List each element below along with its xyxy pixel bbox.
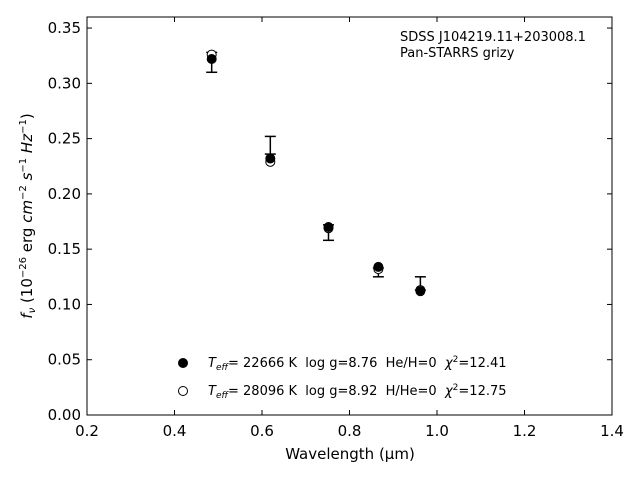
legend-marker-open (178, 386, 188, 396)
observed-point (264, 135, 276, 155)
x-tick-label: 0.6 (250, 422, 274, 440)
legend-entry-2: Teff= 28096 K log g=8.92 H/He=0 χ2=12.75 (208, 383, 507, 401)
x-tick-label: 0.2 (75, 422, 99, 440)
legend: Teff= 22666 K log g=8.76 He/H=0 χ2=12.41… (178, 355, 507, 401)
filled-model-point (206, 54, 217, 65)
x-tick-label: 0.4 (163, 422, 187, 440)
annotation-survey: Pan-STARRS grizy (400, 46, 515, 61)
axis-ticks: 0.2 0.4 0.6 0.8 1.0 1.2 1.4 0.00 0.05 0.10 0.15 0.2… (48, 17, 624, 440)
filled-model-point (265, 153, 276, 164)
y-tick-label: 0.05 (48, 351, 81, 369)
y-tick-label: 0.25 (48, 130, 81, 148)
observed-errorbars (206, 51, 426, 291)
filled-model-point (373, 261, 384, 272)
legend-entry-1: Teff= 22666 K log g=8.76 He/H=0 χ2=12.41 (208, 355, 507, 373)
model-points (206, 49, 426, 297)
filled-model-point (323, 222, 334, 233)
filled-model-point (415, 286, 426, 297)
annotation-object-name: SDSS J104219.11+203008.1 (400, 30, 586, 45)
y-tick-label: 0.35 (48, 19, 81, 37)
x-axis-label: Wavelength (μm) (285, 445, 415, 463)
x-tick-label: 0.8 (338, 422, 362, 440)
y-axis-label: fν (10−26 erg cm−2 s−1 Hz−1) (18, 113, 38, 318)
y-tick-label: 0.30 (48, 74, 81, 92)
x-tick-label: 1.0 (425, 422, 449, 440)
y-tick-label: 0.20 (48, 185, 81, 203)
y-tick-label: 0.10 (48, 295, 81, 313)
legend-marker-filled (178, 358, 188, 368)
y-tick-label: 0.00 (48, 406, 81, 424)
x-tick-label: 1.2 (513, 422, 537, 440)
y-tick-label: 0.15 (48, 240, 81, 258)
x-tick-label: 1.4 (600, 422, 624, 440)
